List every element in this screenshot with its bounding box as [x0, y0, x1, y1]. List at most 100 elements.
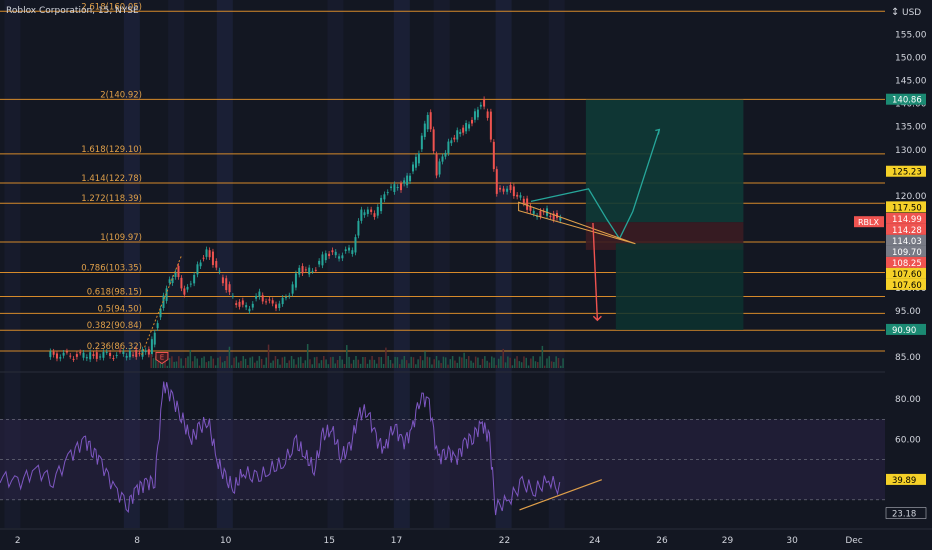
price-badge-label: 109.70 [892, 248, 922, 258]
volume-bar [150, 354, 152, 368]
time-tick-label: 22 [499, 536, 510, 546]
currency-icon[interactable]: ↕ [891, 7, 899, 18]
volume-bar [267, 344, 270, 368]
volume-bar [244, 358, 247, 368]
candle-body [380, 197, 383, 212]
candle-body [412, 164, 414, 172]
candle-body [426, 114, 429, 130]
symbol-badge-label: RBLX [858, 218, 880, 227]
candle-body [72, 358, 75, 360]
volume-bar [348, 356, 350, 368]
price-badge-label: 107.60 [892, 270, 922, 280]
session-band [495, 0, 512, 528]
candle-body [112, 357, 115, 359]
session-band [393, 0, 410, 528]
candle-body [288, 295, 291, 297]
price-badge-label: 117.50 [892, 203, 922, 213]
volume-bar [484, 356, 486, 368]
volume-bar [398, 364, 401, 368]
candle-body [193, 274, 196, 284]
volume-bar [532, 356, 534, 368]
rsi-line [0, 381, 561, 516]
volume-bar [352, 359, 355, 368]
candle-body [341, 255, 344, 259]
candle-body [135, 349, 138, 357]
rsi-tick-label: 60.00 [895, 435, 921, 445]
arrow-up-icon [655, 128, 661, 135]
candle-body [85, 357, 88, 359]
volume-bar [456, 362, 458, 368]
volume-bar [171, 356, 173, 368]
candle-body [301, 266, 304, 274]
price-badge [886, 212, 926, 224]
price-tick-label: 155.00 [895, 31, 927, 41]
volume-bar [152, 358, 155, 368]
time-axis[interactable]: 2 8 10 15 17 22 24 26 29 30 Dec [0, 528, 932, 546]
volume-bar [447, 364, 449, 368]
candle-body [338, 256, 341, 259]
time-tick-label: 15 [323, 536, 334, 546]
price-badge-label: 108.25 [892, 259, 922, 269]
price-axis[interactable]: 85.0095.00100.00105.00110.00115.00120.00… [854, 31, 927, 520]
volume-bar [274, 356, 277, 368]
price-tick-label: 145.00 [895, 77, 927, 87]
volume-bar [155, 356, 157, 368]
candle-body [168, 279, 171, 283]
volume-bar [346, 345, 348, 368]
candle-body [95, 352, 98, 359]
rsi-badge-label: 39.89 [892, 476, 916, 486]
currency-label[interactable]: USD [902, 8, 921, 18]
volume-bar [302, 363, 304, 368]
candle-body [49, 351, 52, 358]
volume-bar [366, 363, 369, 368]
time-tick-label: 29 [722, 536, 734, 546]
candle-body [189, 283, 192, 285]
candle-body [119, 350, 122, 352]
candle-body [373, 213, 376, 217]
candle-body [69, 355, 72, 357]
volume-bar [421, 360, 424, 368]
long-position-box[interactable] [585, 99, 744, 330]
candle-body [324, 253, 327, 261]
candle-body [211, 251, 214, 265]
candle-body [559, 217, 562, 221]
candle-body [245, 305, 248, 308]
candle-body [409, 175, 412, 182]
volume-bar [375, 363, 378, 368]
candle-body [199, 262, 202, 267]
time-tick-label: 30 [786, 536, 798, 546]
candle-body [298, 267, 301, 275]
candle-body [519, 195, 522, 198]
price-badge-label: 114.03 [892, 237, 922, 247]
candle-body [241, 300, 244, 305]
fib-label: 0.382(90.84) [87, 321, 142, 331]
volume-bar [210, 356, 212, 368]
volume-bar [458, 356, 461, 368]
candle-body [284, 297, 287, 299]
candle-body [89, 352, 92, 360]
candle-body [109, 352, 112, 357]
volume-bar [242, 356, 244, 368]
time-tick-label: 26 [656, 536, 668, 546]
volume-bar [270, 362, 272, 368]
volume-bar [168, 358, 171, 368]
volume-bar [159, 361, 162, 368]
rsi-tick-label: 80.00 [895, 395, 921, 405]
volume-bar [260, 358, 263, 368]
price-badge [886, 323, 926, 335]
session-band [168, 0, 185, 528]
trade-projection[interactable]: E [141, 128, 661, 365]
volume-bar [288, 360, 291, 368]
volume-bar [463, 352, 465, 368]
candle-body [79, 352, 82, 354]
volume-bar [380, 357, 383, 368]
candle-body [471, 119, 473, 124]
volume-bar [530, 358, 532, 368]
volume-bar [286, 362, 288, 368]
volume-bar [435, 356, 438, 368]
candle-body [275, 304, 278, 309]
volume-bar [369, 359, 371, 368]
candle-body [552, 213, 555, 220]
volume-bar [237, 362, 240, 368]
